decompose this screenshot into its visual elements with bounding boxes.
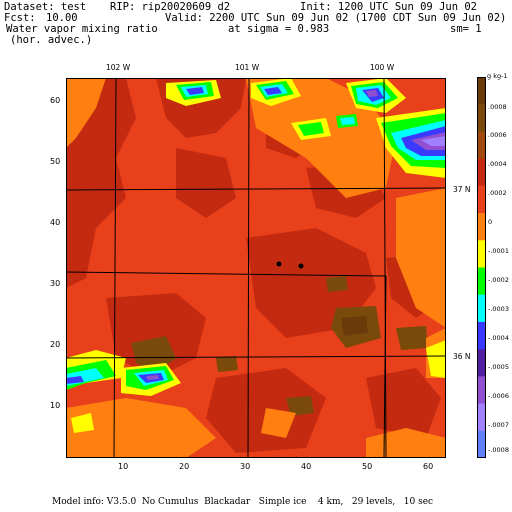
colorbar-swatch (477, 430, 486, 458)
colorbar-swatch (477, 267, 486, 296)
colorbar-swatch (477, 104, 486, 132)
model-info: Model info: V3.5.0 No Cumulus Blackadar … (52, 497, 434, 507)
colorbar-label: -.0008 (488, 446, 509, 454)
colorbar (477, 77, 486, 458)
colorbar-swatch (477, 294, 486, 323)
lon-label-100: 100 W (370, 63, 395, 72)
sm-label: sm= 1 (450, 23, 482, 35)
x-tick-10: 10 (118, 462, 129, 471)
colorbar-unit: g kg-1 (487, 72, 508, 80)
colorbar-swatch (477, 403, 486, 432)
sigma-label: at sigma = 0.983 (228, 23, 330, 35)
init-label: Init: 1200 UTC Sun 09 Jun 02 (300, 1, 478, 13)
lat-label-37: 37 N (453, 185, 471, 194)
dataset-label: Dataset: test (4, 1, 87, 13)
colorbar-label: .0008 (488, 103, 507, 111)
lat-line-37 (66, 187, 446, 191)
colorbar-swatch (477, 131, 486, 160)
colorbar-label: -.0004 (488, 334, 509, 342)
plot-border (66, 78, 446, 458)
subfield-label: (hor. advec.) (10, 34, 93, 46)
rip-label: RIP: rip20020609 d2 (110, 1, 231, 13)
state-line-1 (66, 271, 387, 277)
x-tick-50: 50 (362, 462, 373, 471)
x-tick-60: 60 (423, 462, 434, 471)
lat-line-36 (66, 355, 446, 359)
valid-label: Valid: 2200 UTC Sun 09 Jun 02 (1700 CDT … (165, 12, 507, 24)
colorbar-swatch (477, 240, 486, 268)
y-tick-20: 20 (50, 340, 61, 349)
colorbar-label: .0004 (488, 160, 507, 168)
blue-purple-patches (66, 87, 446, 384)
fcst-value: 10.00 (46, 12, 78, 24)
x-tick-30: 30 (240, 462, 251, 471)
colorbar-label: .0006 (488, 131, 507, 139)
lon-label-101: 101 W (235, 63, 260, 72)
y-tick-50: 50 (50, 157, 61, 166)
colorbar-label: -.0002 (488, 276, 509, 284)
x-tick-40: 40 (301, 462, 312, 471)
colorbar-label: -.0006 (488, 392, 509, 400)
colorbar-swatch (477, 77, 486, 105)
colorbar-swatch (477, 376, 486, 405)
colorbar-swatch (477, 213, 486, 241)
lon-line-100 (383, 78, 387, 458)
point-a (276, 261, 282, 267)
fcst-label: Fcst: (4, 12, 36, 24)
mixing-ratio-map (66, 78, 446, 458)
colorbar-swatch (477, 349, 486, 377)
y-tick-30: 30 (50, 279, 61, 288)
colorbar-label: .0002 (488, 189, 507, 197)
lon-line-101 (247, 78, 250, 458)
colorbar-label: -.0001 (488, 247, 509, 255)
colorbar-swatch (477, 321, 486, 350)
state-line-2 (383, 275, 387, 458)
lon-line-102 (113, 78, 117, 458)
colorbar-label: -.0005 (488, 363, 509, 371)
lat-label-36: 36 N (453, 352, 471, 361)
field-label: Water vapor mixing ratio (6, 23, 158, 35)
colorbar-label: 0 (488, 218, 493, 226)
y-tick-40: 40 (50, 218, 61, 227)
colorbar-border (477, 77, 486, 458)
point-b (298, 263, 304, 269)
colorbar-label: -.0007 (488, 421, 509, 429)
colorbar-swatch (477, 185, 486, 214)
map-lines (66, 78, 446, 458)
colorbar-swatch (477, 158, 486, 187)
lon-label-102: 102 W (106, 63, 131, 72)
colorbar-label: -.0003 (488, 305, 509, 313)
y-tick-60: 60 (50, 96, 61, 105)
x-tick-20: 20 (179, 462, 190, 471)
y-tick-10: 10 (50, 401, 61, 410)
